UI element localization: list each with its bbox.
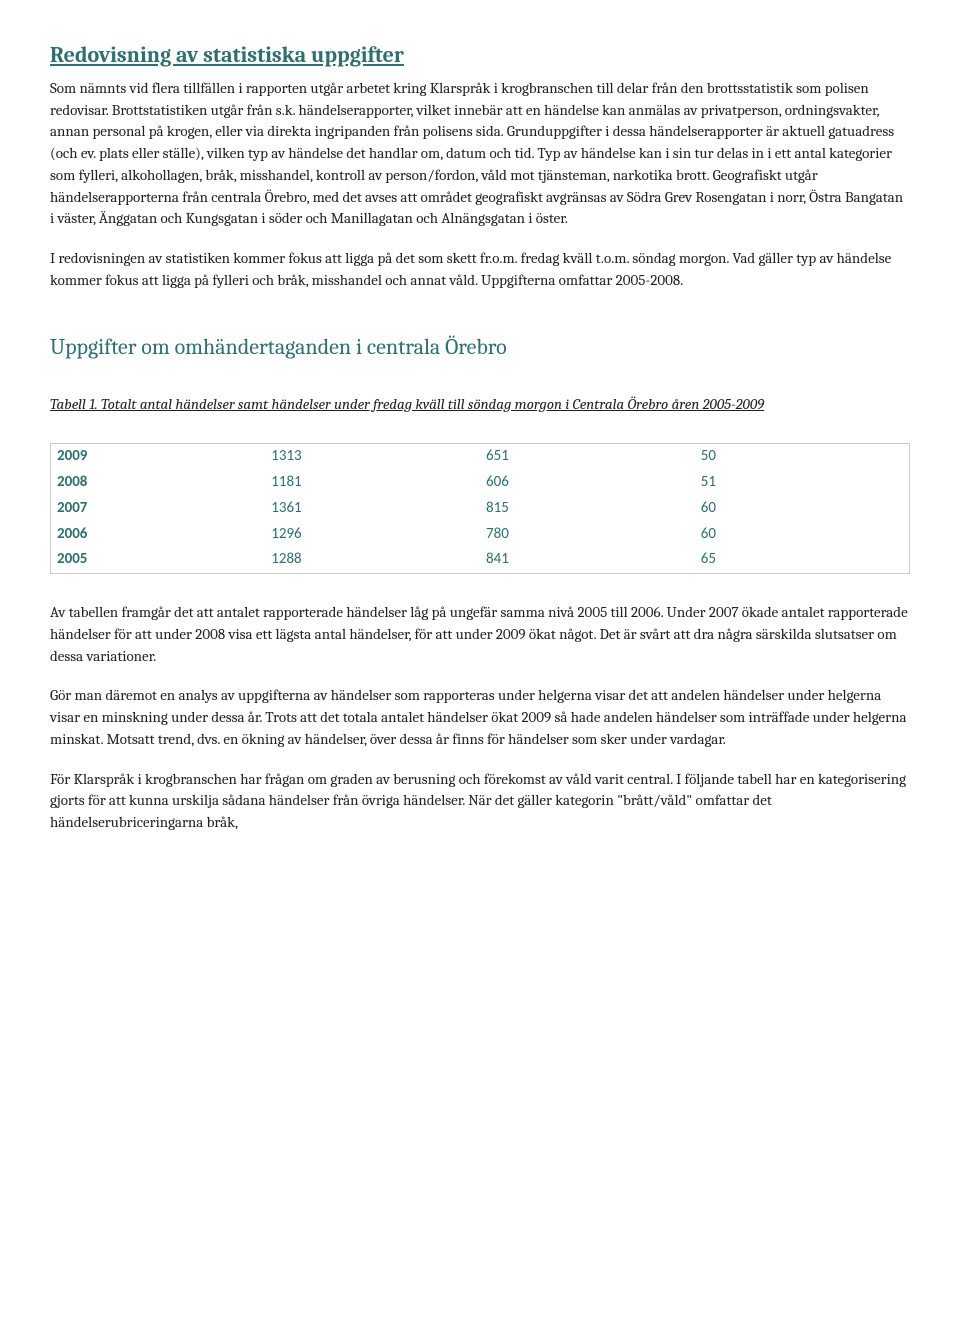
cell-value: 841 bbox=[480, 547, 695, 573]
table-row: 2006 1296 780 60 bbox=[51, 522, 910, 548]
cell-value: 50 bbox=[695, 444, 910, 470]
paragraph-analysis-3: För Klarspråk i krogbranschen har frågan… bbox=[50, 769, 910, 834]
cell-value: 780 bbox=[480, 522, 695, 548]
cell-value: 60 bbox=[695, 522, 910, 548]
paragraph-analysis-2: Gör man däremot en analys av uppgifterna… bbox=[50, 685, 910, 750]
table-row: 2008 1181 606 51 bbox=[51, 470, 910, 496]
cell-year: 2005 bbox=[51, 547, 266, 573]
cell-value: 1181 bbox=[265, 470, 480, 496]
cell-value: 815 bbox=[480, 496, 695, 522]
cell-year: 2007 bbox=[51, 496, 266, 522]
table-row: 2007 1361 815 60 bbox=[51, 496, 910, 522]
cell-value: 1296 bbox=[265, 522, 480, 548]
cell-value: 65 bbox=[695, 547, 910, 573]
paragraph-analysis-1: Av tabellen framgår det att antalet rapp… bbox=[50, 602, 910, 667]
table-caption: Tabell 1. Totalt antal händelser samt hä… bbox=[50, 394, 910, 416]
cell-value: 651 bbox=[480, 444, 695, 470]
paragraph-intro: Som nämnts vid flera tillfällen i rappor… bbox=[50, 78, 910, 230]
cell-value: 51 bbox=[695, 470, 910, 496]
table-row: 2005 1288 841 65 bbox=[51, 547, 910, 573]
cell-year: 2008 bbox=[51, 470, 266, 496]
table-row: 2009 1313 651 50 bbox=[51, 444, 910, 470]
section-heading: Redovisning av statistiska uppgifter bbox=[50, 40, 910, 72]
events-table: 2009 1313 651 50 2008 1181 606 51 2007 1… bbox=[50, 443, 910, 574]
cell-value: 606 bbox=[480, 470, 695, 496]
paragraph-focus: I redovisningen av statistiken kommer fo… bbox=[50, 248, 910, 292]
cell-value: 1313 bbox=[265, 444, 480, 470]
subsection-heading: Uppgifter om omhändertaganden i centrala… bbox=[50, 332, 910, 364]
cell-year: 2009 bbox=[51, 444, 266, 470]
cell-value: 1288 bbox=[265, 547, 480, 573]
cell-value: 60 bbox=[695, 496, 910, 522]
cell-year: 2006 bbox=[51, 522, 266, 548]
cell-value: 1361 bbox=[265, 496, 480, 522]
